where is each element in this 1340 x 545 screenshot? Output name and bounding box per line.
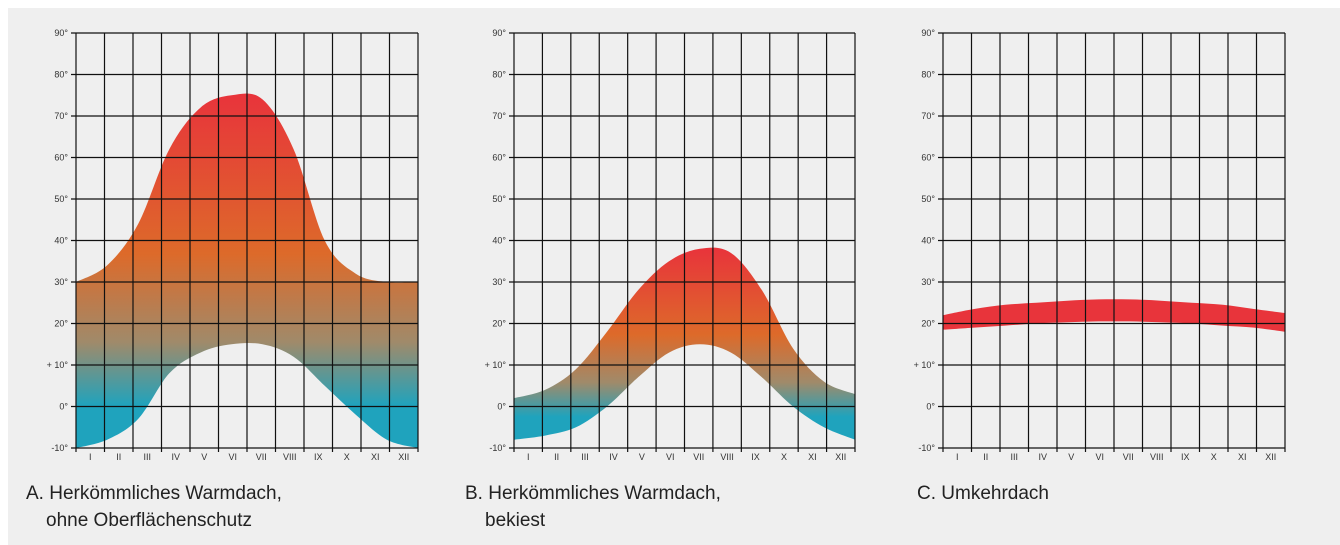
y-tick-label: 70° [54,111,68,121]
x-tick-label: I [89,452,92,462]
x-tick-label: VIII [720,452,734,462]
x-tick-label: III [581,452,589,462]
y-tick-label: 50° [921,194,935,204]
x-tick-label: III [143,452,151,462]
x-tick-label: X [344,452,350,462]
y-tick-label: 0° [497,402,506,412]
x-tick-label: XI [371,452,380,462]
y-tick-label: 60° [54,153,68,163]
y-tick-label: 80° [492,70,506,80]
chart-2: 90°80°70°60°50°40°30°20°+ 10°0°-10°I II II… [914,28,1286,462]
y-tick-label: -10° [51,443,68,453]
caption-line: B. Herkömmliches Warmdach, [465,483,721,504]
x-tick-label: VI [228,452,237,462]
y-tick-label: + 10° [47,360,69,370]
x-tick-label: IX [751,452,760,462]
y-tick-label: 50° [54,194,68,204]
chart-0: 90°80°70°60°50°40°30°20°+ 10°0°-10°I II II… [47,28,419,462]
y-tick-label: 70° [921,111,935,121]
y-tick-label: 50° [492,194,506,204]
x-tick-label: XII [1265,452,1276,462]
x-tick-label: X [781,452,787,462]
x-tick-label: V [1068,452,1074,462]
y-tick-label: 0° [59,402,68,412]
x-tick-label: IX [314,452,323,462]
x-tick-label: XII [835,452,846,462]
x-tick-label: II [983,452,988,462]
y-tick-label: 30° [492,277,506,287]
x-tick-label: IV [171,452,180,462]
x-tick-label: I [527,452,530,462]
y-tick-label: 60° [921,153,935,163]
y-tick-label: 90° [921,28,935,38]
x-tick-label: IV [1038,452,1047,462]
chart-caption: B. Herkömmliches Warmdach, bekiest [465,480,721,534]
x-tick-label: XII [398,452,409,462]
x-tick-label: VII [256,452,267,462]
y-tick-label: 40° [492,236,506,246]
y-tick-label: 60° [492,153,506,163]
x-tick-label: VI [1095,452,1104,462]
y-tick-label: 20° [492,319,506,329]
x-tick-label: II [116,452,121,462]
y-tick-label: 0° [926,402,935,412]
caption-line: bekiest [485,510,546,531]
x-tick-label: XI [1238,452,1247,462]
chart-caption: A. Herkömmliches Warmdach, ohne Oberfläch… [26,480,282,534]
y-tick-label: -10° [918,443,935,453]
x-tick-label: V [639,452,645,462]
y-tick-label: -10° [489,443,506,453]
y-tick-label: 80° [54,70,68,80]
caption-line: A. Herkömmliches Warmdach, [26,483,282,504]
x-tick-label: VIII [283,452,297,462]
y-tick-label: 30° [54,277,68,287]
x-tick-label: IX [1181,452,1190,462]
x-tick-label: X [1211,452,1217,462]
x-tick-label: III [1010,452,1018,462]
y-tick-label: 20° [54,319,68,329]
y-tick-label: 40° [54,236,68,246]
x-tick-label: II [554,452,559,462]
y-tick-label: 20° [921,319,935,329]
x-tick-label: XI [808,452,817,462]
x-tick-label: VII [693,452,704,462]
x-tick-label: IV [609,452,618,462]
caption-line: ohne Oberflächenschutz [46,510,252,531]
y-tick-label: 40° [921,236,935,246]
y-tick-label: 90° [54,28,68,38]
x-tick-label: VI [666,452,675,462]
y-tick-label: 30° [921,277,935,287]
x-tick-label: V [201,452,207,462]
x-tick-label: I [956,452,959,462]
y-tick-label: 80° [921,70,935,80]
y-tick-label: 70° [492,111,506,121]
caption-line: C. Umkehrdach [917,483,1049,504]
y-tick-label: + 10° [914,360,936,370]
y-tick-label: + 10° [485,360,507,370]
x-tick-label: VII [1123,452,1134,462]
x-tick-label: VIII [1150,452,1164,462]
chart-1: 90°80°70°60°50°40°30°20°+ 10°0°-10°I II II… [485,28,856,462]
chart-caption: C. Umkehrdach [917,480,1049,507]
y-tick-label: 90° [492,28,506,38]
